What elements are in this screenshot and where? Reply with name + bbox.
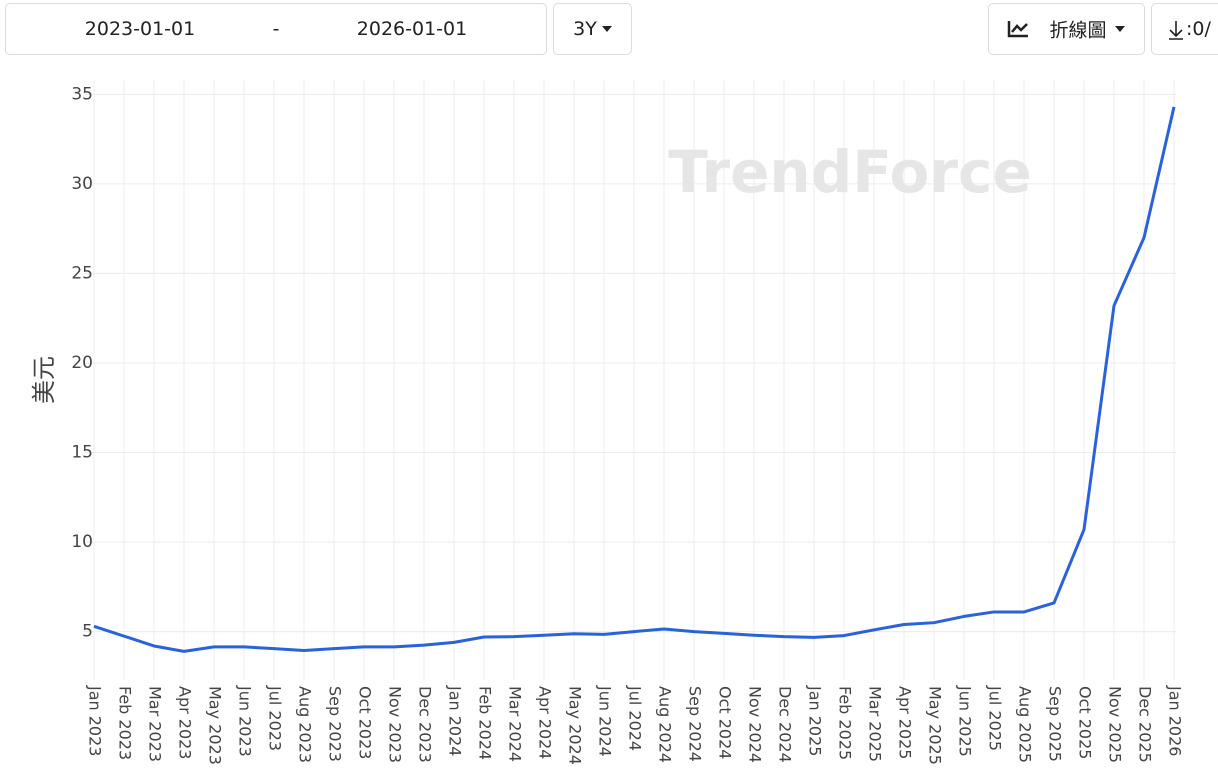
x-tick-label: Oct 2024 — [716, 686, 735, 759]
x-tick-label: Jan 2023 — [86, 685, 105, 756]
y-tick-label: 30 — [71, 174, 93, 194]
x-tick-label: May 2025 — [926, 686, 945, 765]
x-tick-label: Apr 2024 — [536, 686, 555, 759]
x-tick-label: Jan 2025 — [806, 685, 825, 756]
x-tick-label: Jun 2025 — [956, 685, 975, 757]
x-tick-label: Mar 2025 — [866, 686, 885, 762]
y-tick-label: 25 — [71, 263, 93, 283]
y-tick-label: 35 — [71, 84, 93, 104]
x-tick-label: Mar 2024 — [506, 686, 525, 762]
x-tick-label: May 2024 — [566, 686, 585, 765]
x-tick-label: Jul 2025 — [986, 685, 1005, 751]
x-tick-label: Apr 2023 — [176, 686, 195, 759]
caret — [1115, 26, 1125, 32]
watermark: TrendForce — [668, 138, 1031, 206]
x-tick-label: Jun 2024 — [596, 685, 615, 757]
y-tick-label: 10 — [71, 532, 93, 552]
start-date[interactable]: 2023-01-01 — [84, 18, 196, 40]
x-tick-label: Jan 2024 — [446, 685, 465, 756]
x-tick-label: Nov 2025 — [1106, 686, 1125, 763]
x-tick-label: Aug 2023 — [296, 686, 315, 763]
x-tick-label: Jan 2026 — [1166, 685, 1185, 756]
x-tick-label: Feb 2024 — [476, 686, 495, 760]
date-range[interactable]: 2023-01-01 - 2026-01-01 — [5, 3, 547, 55]
y-tick-label: 15 — [71, 443, 93, 463]
x-tick-label: Feb 2025 — [836, 686, 855, 760]
x-tick-label: Oct 2023 — [356, 686, 375, 759]
date-separator: - — [272, 18, 280, 40]
download-icon — [1169, 21, 1183, 40]
x-tick-label: Sep 2023 — [326, 686, 345, 762]
end-date[interactable]: 2026-01-01 — [356, 18, 468, 40]
range-label: 3Y — [573, 18, 597, 40]
x-tick-label: Mar 2023 — [146, 686, 165, 762]
x-tick-label: Nov 2024 — [746, 686, 765, 763]
y-tick-label: 20 — [71, 353, 93, 373]
chart-type-button[interactable]: 折線圖 — [988, 3, 1145, 55]
x-tick-label: Apr 2025 — [896, 686, 915, 759]
x-tick-label: Sep 2025 — [1046, 686, 1065, 762]
x-tick-label: Oct 2025 — [1076, 686, 1095, 759]
download-label: :0/ — [1186, 18, 1211, 40]
x-tick-label: Dec 2025 — [1136, 686, 1155, 763]
chart-icon — [1007, 21, 1028, 38]
x-tick-label: Jul 2024 — [626, 685, 645, 751]
x-tick-label: Sep 2024 — [686, 686, 705, 762]
download-button[interactable]: :0/ — [1151, 3, 1218, 55]
x-tick-label: Aug 2025 — [1016, 686, 1035, 763]
caret — [602, 26, 612, 32]
x-tick-label: Jun 2023 — [236, 685, 255, 757]
x-tick-label: Dec 2023 — [416, 686, 435, 763]
y-tick-label: 5 — [82, 622, 93, 642]
x-tick-label: Aug 2024 — [656, 686, 675, 763]
chart-type-label: 折線圖 — [1049, 19, 1107, 42]
x-tick-label: May 2023 — [206, 686, 225, 765]
x-tick-label: Nov 2023 — [386, 686, 405, 763]
range-button[interactable]: 3Y — [553, 3, 632, 55]
x-tick-label: Dec 2024 — [776, 686, 795, 763]
x-tick-label: Jul 2023 — [266, 685, 285, 751]
x-tick-label: Feb 2023 — [116, 686, 135, 760]
data-line — [93, 106, 1176, 653]
y-axis-label: 美元 — [30, 356, 58, 404]
